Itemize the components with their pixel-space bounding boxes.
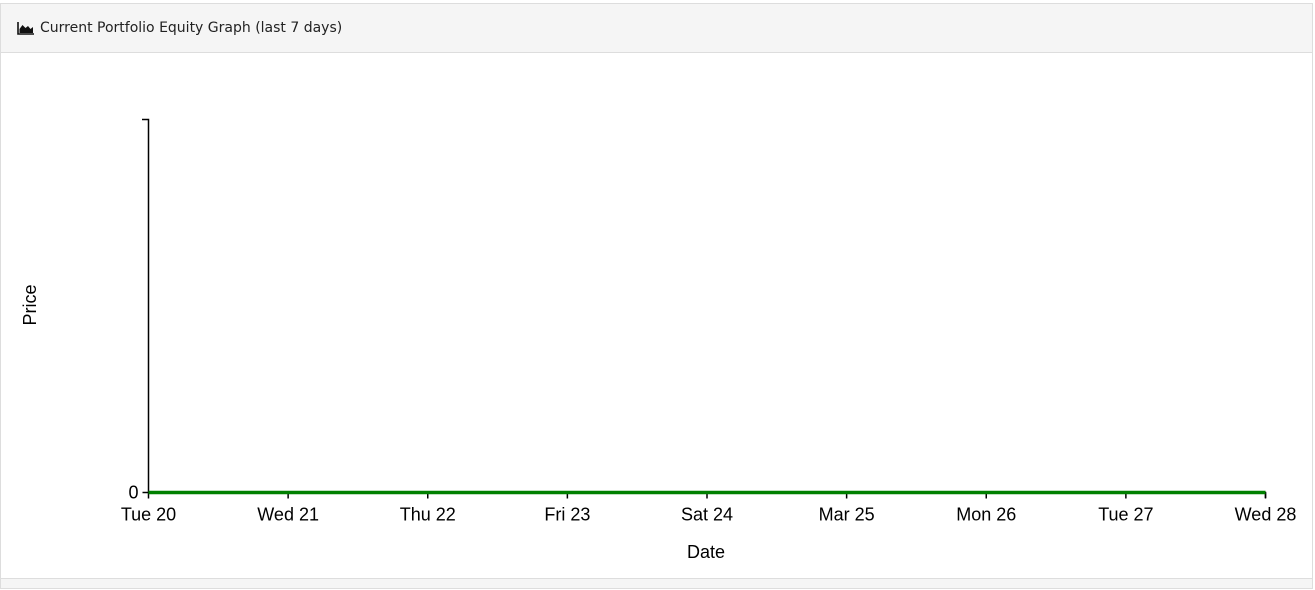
panel: Current Portfolio Equity Graph (last 7 d… xyxy=(0,3,1313,589)
area-chart-icon xyxy=(17,22,34,35)
x-tick-label: Tue 20 xyxy=(121,505,176,525)
axis-domain xyxy=(142,118,1267,498)
y-tick-label: 0 xyxy=(128,483,138,503)
x-tick-label: Wed 21 xyxy=(257,505,319,525)
x-tick-label: Thu 22 xyxy=(400,505,456,525)
x-tick-label: Mar 25 xyxy=(819,505,875,525)
panel-header: Current Portfolio Equity Graph (last 7 d… xyxy=(1,4,1312,53)
y-axis-label: Price xyxy=(20,284,40,325)
x-tick-label: Fri 23 xyxy=(544,505,590,525)
x-tick-label: Wed 28 xyxy=(1235,505,1297,525)
x-tick-label: Tue 27 xyxy=(1098,505,1153,525)
x-tick-label: Mon 26 xyxy=(956,505,1016,525)
panel-title: Current Portfolio Equity Graph (last 7 d… xyxy=(40,20,343,36)
panel-footer xyxy=(1,578,1312,588)
x-axis-label: Date xyxy=(687,542,725,562)
x-tick-label: Sat 24 xyxy=(681,505,733,525)
